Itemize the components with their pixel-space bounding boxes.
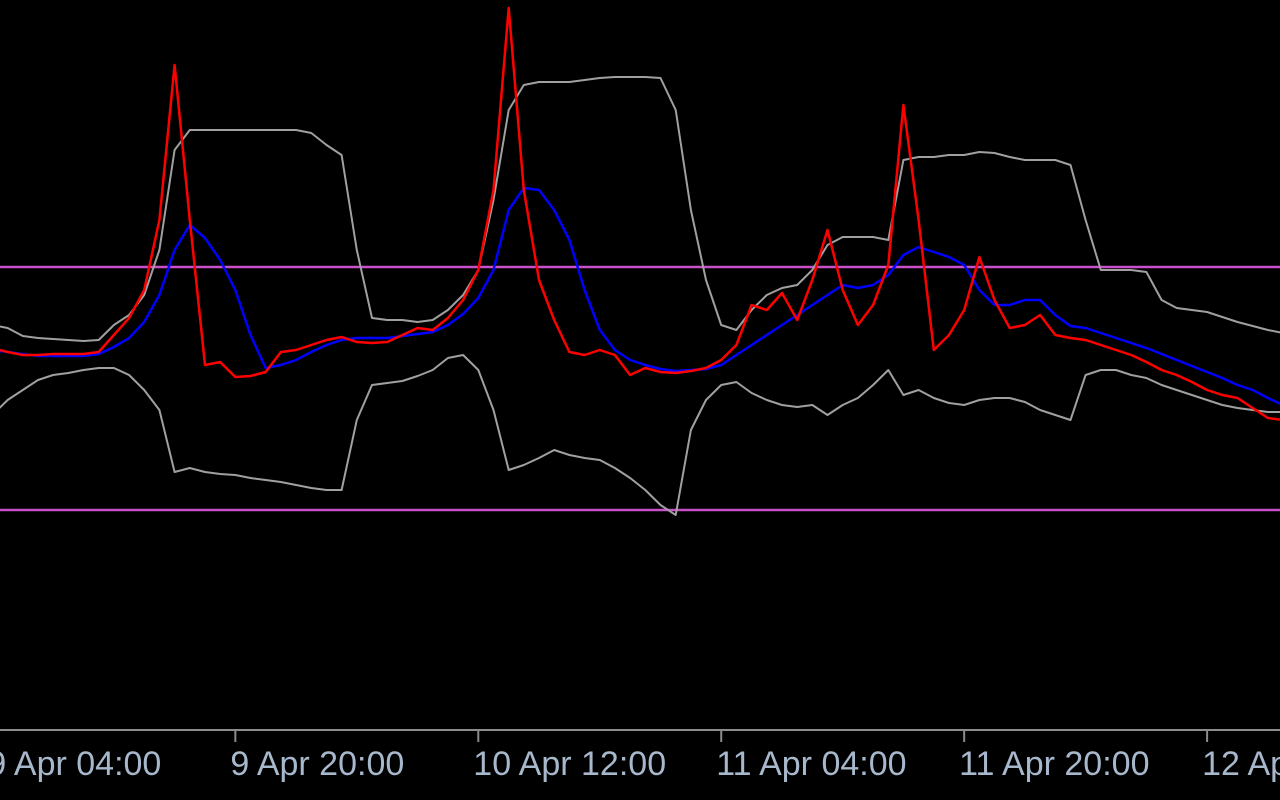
x-tick-label: 10 Apr 12:00: [473, 745, 666, 783]
series-line: [0, 354, 1280, 516]
x-tick-label: 9 Apr 04:00: [0, 745, 161, 783]
series-line: [0, 186, 1280, 405]
x-tick-label: 11 Apr 20:00: [959, 745, 1149, 783]
series-line: [0, 76, 1280, 342]
x-tick-label: 12 Apr 04:00: [1202, 745, 1280, 783]
x-tick-label: 11 Apr 04:00: [716, 745, 906, 783]
x-tick-label: 9 Apr 20:00: [230, 745, 404, 783]
series-line: [0, 6, 1280, 421]
